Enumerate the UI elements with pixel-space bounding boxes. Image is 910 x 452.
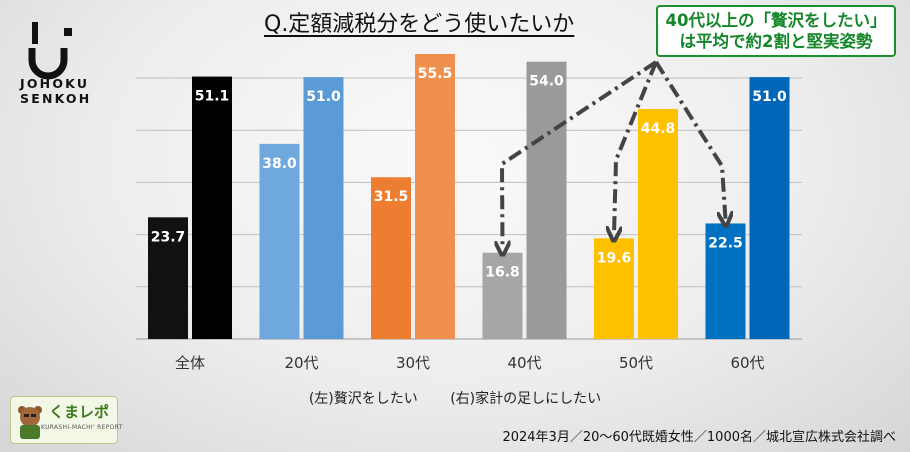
bar-right-4 — [638, 108, 678, 339]
category-label: 30代 — [396, 354, 430, 372]
category-labels: 全体 20代 30代 40代 50代 60代 — [175, 354, 765, 372]
value-label: 16.8 — [485, 265, 520, 281]
value-label: 19.6 — [597, 250, 632, 266]
value-label: 55.5 — [418, 66, 453, 82]
annotation-arrow — [614, 61, 658, 234]
logo-dot — [64, 28, 72, 36]
category-label: 50代 — [619, 354, 653, 372]
logo-bar-left — [32, 22, 38, 44]
bar-left-5 — [705, 223, 746, 339]
footer-source: 2024年3月／20～60代既婚女性／1000名／城北宣広株式会社調べ — [502, 430, 896, 445]
callout-box: 40代以上の「贅沢をしたい」 は平均で約2割と堅実姿勢 — [656, 5, 896, 57]
grid-lines — [136, 77, 802, 340]
value-label: 54.0 — [529, 74, 564, 90]
johoku-senkoh-logo — [28, 22, 72, 80]
value-label: 51.0 — [752, 89, 787, 105]
annotation-arrow — [502, 60, 658, 249]
bar-left-3 — [482, 252, 523, 339]
value-label: 31.5 — [374, 189, 409, 205]
legend: (左)贅沢をしたい (右)家計の足しにしたい — [0, 388, 910, 408]
annotation-arrows — [502, 60, 726, 249]
value-labels: 23.7 51.1 38.0 51.0 31.5 55.5 16.8 54.0 19.6 44.8… — [151, 66, 787, 281]
bar-left-4 — [594, 238, 634, 339]
chart-title: Q.定額減税分をどう使いたいか — [264, 12, 575, 37]
bar-left-0 — [148, 217, 188, 339]
bear-icon — [18, 406, 42, 439]
value-label: 51.0 — [306, 89, 341, 105]
bar-right-2 — [415, 54, 455, 339]
legend-left: (左)贅沢をしたい — [308, 391, 418, 407]
logo-cup — [28, 48, 68, 80]
bar-left-2 — [371, 177, 411, 339]
bars — [148, 54, 790, 340]
bar-right-1 — [303, 77, 344, 340]
value-label: 38.0 — [262, 156, 297, 172]
logo-text-line1: JOHOKU — [20, 76, 90, 91]
category-label: 40代 — [507, 354, 541, 372]
category-label: 60代 — [730, 354, 764, 372]
badge-subtitle: KURASHI-MACHI' REPORT — [41, 424, 123, 431]
kumarepo-badge: くまレポ KURASHI-MACHI' REPORT — [10, 396, 122, 444]
callout-line1: 40代以上の「贅沢をしたい」 — [665, 11, 887, 30]
bar-right-3 — [526, 61, 567, 340]
value-label: 22.5 — [708, 235, 743, 251]
value-label: 51.1 — [195, 89, 230, 105]
category-label: 全体 — [175, 354, 205, 372]
value-label: 23.7 — [151, 229, 186, 245]
bar-right-5 — [749, 77, 790, 340]
value-label: 44.8 — [641, 121, 676, 137]
legend-right: (右)家計の足しにしたい — [450, 391, 602, 407]
category-label: 20代 — [284, 354, 318, 372]
badge-name: くまレポ — [49, 403, 110, 421]
bar-right-0 — [192, 76, 232, 339]
logo-text-line2: SENKOH — [20, 91, 92, 106]
callout-line2: は平均で約2割と堅実姿勢 — [679, 32, 873, 51]
bar-left-1 — [259, 143, 300, 339]
